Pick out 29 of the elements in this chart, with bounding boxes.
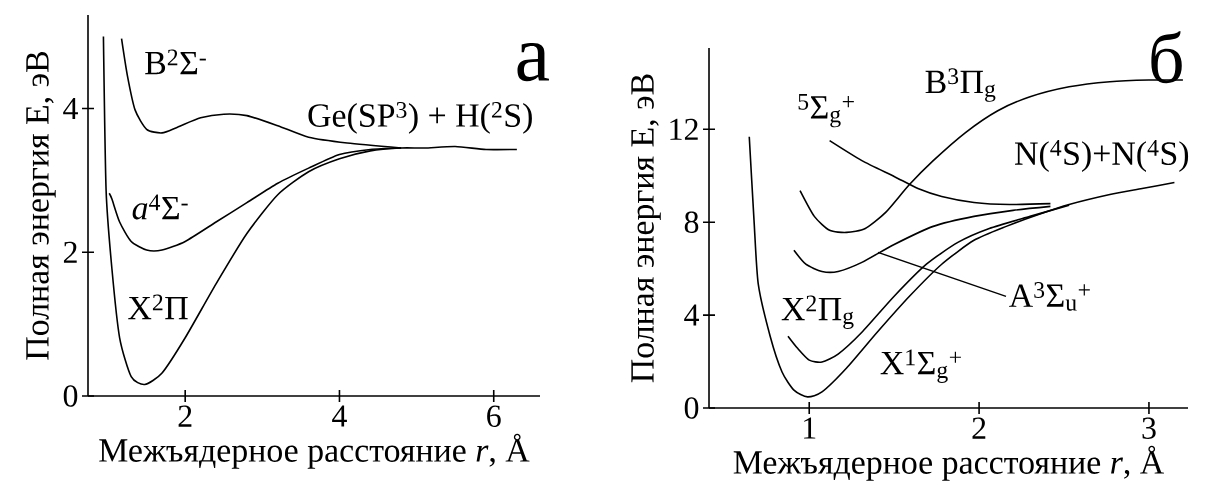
y-tick-label: 0 (63, 385, 78, 407)
y-axis-title: Полная энергия E, эВ (631, 74, 661, 383)
x-tick-label: 2 (178, 405, 192, 427)
annotation: X$^{1}$Σ$_{g}$$^{+}$ (880, 349, 961, 383)
x-tick-label: 2 (972, 417, 986, 439)
annotation: B$^{2}$Σ$^{-}$ (145, 49, 206, 75)
annotation: N($^{4}$S)+N($^{4}$S) (1015, 140, 1189, 172)
x-tick-label: 3 (1142, 417, 1156, 439)
annotation: B$^{3}$Π$_{g}$ (925, 68, 996, 102)
y-tick-label: 8 (684, 211, 699, 233)
y-tick-label: 2 (63, 241, 77, 263)
annotation: Ge(SP$^{3}$) + H($^{2}$S) (308, 101, 532, 134)
y-tick-label: 4 (684, 304, 699, 326)
annotation: X$^{2}$Π (128, 294, 188, 320)
x-tick-label: 1 (804, 417, 816, 439)
x-axis-title: Межъядерное расстояние r, Å (733, 445, 1165, 481)
y-tick-label: 4 (63, 97, 78, 119)
chart-title: а (517, 43, 549, 82)
x-tick-label: 4 (332, 405, 347, 427)
x-axis-title: Межъядерное расстояние r, Å (99, 433, 530, 469)
y-axis-title: Полная энергия E, эВ (26, 51, 56, 360)
annotation: A$^{3}$Σ$_{u}$$^{+}$ (1009, 282, 1090, 311)
annotation: a$^{4}$Σ$^{-}$ (132, 194, 188, 220)
annotation: X$^{2}$Π$_{g}$ (781, 295, 854, 330)
chart-title: б (1151, 31, 1182, 84)
y-tick-label: 12 (670, 118, 698, 140)
y-tick-label: 0 (684, 397, 699, 419)
annotation: $^{5}$Σ$_{g}$$^{+}$ (798, 93, 854, 128)
x-tick-label: 6 (487, 405, 501, 427)
